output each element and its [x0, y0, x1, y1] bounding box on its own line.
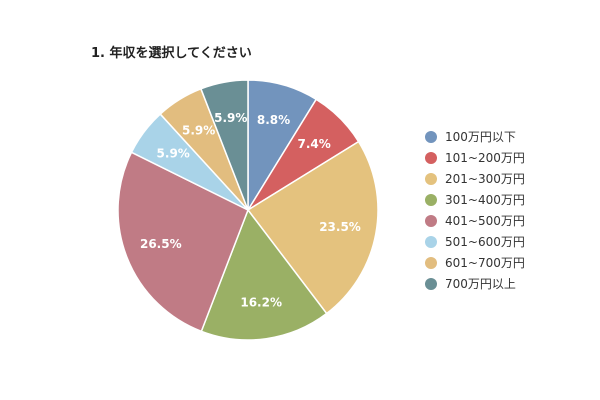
slice-data-label: 8.8% [257, 113, 290, 127]
legend-swatch [425, 256, 437, 269]
legend-item: 601~700万円 [425, 252, 525, 273]
chart-title: 1. 年収を選択してください [91, 46, 252, 61]
legend-label: 100万円以下 [445, 130, 516, 144]
legend-label: 601~700万円 [445, 256, 525, 270]
chart-legend: 100万円以下 101~200万円 201~300万円 301~400万円 401~50… [425, 126, 525, 294]
legend-label: 700万円以上 [445, 277, 516, 291]
legend-swatch [425, 172, 437, 185]
legend-swatch [425, 130, 437, 143]
slice-data-label: 7.4% [297, 137, 330, 151]
legend-swatch [425, 214, 437, 227]
legend-item: 700万円以上 [425, 273, 525, 294]
legend-label: 501~600万円 [445, 235, 525, 249]
pie-slice [117, 151, 249, 333]
slice-data-label: 5.9% [182, 123, 215, 137]
legend-swatch [425, 151, 437, 164]
pie-slice [200, 208, 328, 341]
slice-data-label: 16.2% [240, 296, 282, 310]
legend-item: 101~200万円 [425, 147, 525, 168]
slice-data-label: 5.9% [157, 147, 190, 161]
pie-slice [246, 140, 379, 315]
legend-label: 101~200万円 [445, 151, 525, 165]
legend-label: 401~500万円 [445, 214, 525, 228]
legend-item: 301~400万円 [425, 189, 525, 210]
legend-label: 301~400万円 [445, 193, 525, 207]
legend-swatch [425, 277, 437, 290]
slice-data-label: 5.9% [214, 111, 247, 125]
legend-label: 201~300万円 [445, 172, 525, 186]
legend-item: 401~500万円 [425, 210, 525, 231]
pie-slice [199, 79, 249, 211]
legend-item: 100万円以下 [425, 126, 525, 147]
legend-item: 501~600万円 [425, 231, 525, 252]
slice-data-label: 23.5% [319, 220, 361, 234]
slice-data-label: 26.5% [140, 237, 182, 251]
legend-swatch [425, 235, 437, 248]
legend-swatch [425, 193, 437, 206]
legend-item: 201~300万円 [425, 168, 525, 189]
